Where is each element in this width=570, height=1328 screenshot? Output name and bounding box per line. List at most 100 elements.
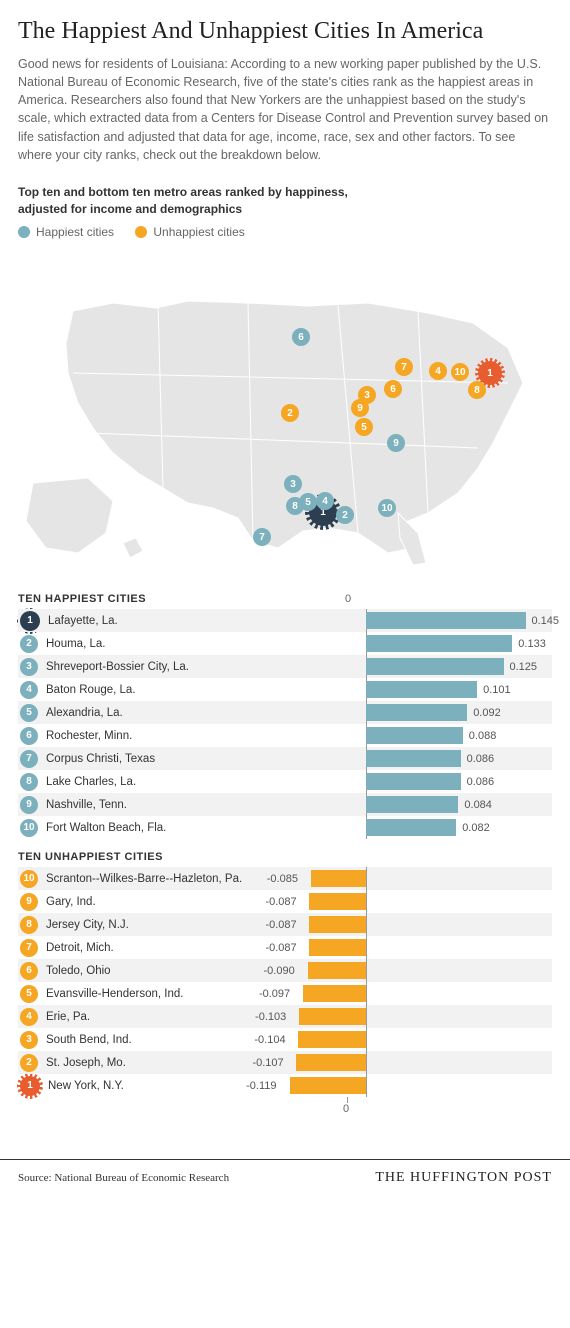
city-label: Jersey City, N.J. bbox=[46, 919, 246, 931]
city-label: Detroit, Mich. bbox=[46, 942, 246, 954]
bar-value: 0.088 bbox=[469, 730, 497, 742]
unhappy-marker-8: 8 bbox=[468, 381, 486, 399]
unhappy-row: 10Scranton--Wilkes-Barre--Hazleton, Pa.-… bbox=[18, 867, 552, 890]
bar-area: -0.087 bbox=[252, 936, 552, 959]
footer: Source: National Bureau of Economic Rese… bbox=[0, 1159, 570, 1200]
bar-value: -0.103 bbox=[255, 1011, 286, 1023]
bar-value: -0.087 bbox=[265, 942, 296, 954]
unhappy-row: 8 Jersey City, N.J. -0.087 bbox=[18, 913, 552, 936]
rank-badge: 4 bbox=[20, 681, 38, 699]
unhappy-marker-6: 6 bbox=[384, 380, 402, 398]
source-text: Source: National Bureau of Economic Rese… bbox=[18, 1172, 229, 1184]
unhappy-row: 5 Evansville-Henderson, Ind. -0.097 bbox=[18, 982, 552, 1005]
rank-badge: 3 bbox=[20, 658, 38, 676]
city-label: Lake Charles, La. bbox=[46, 776, 206, 788]
unhappy-row: 9 Gary, Ind. -0.087 bbox=[18, 890, 552, 913]
bar-area: 0.088 bbox=[212, 724, 552, 747]
axis-zero-bottom: 0 bbox=[343, 1103, 349, 1115]
bar-value: -0.085 bbox=[267, 873, 298, 885]
city-label: Alexandria, La. bbox=[46, 707, 206, 719]
bar-value: -0.104 bbox=[254, 1034, 285, 1046]
unhappy-marker-9: 9 bbox=[351, 399, 369, 417]
city-label: Erie, Pa. bbox=[46, 1011, 246, 1023]
bar-value: 0.145 bbox=[532, 615, 560, 627]
unhappy-row: 2 St. Joseph, Mo. -0.107 bbox=[18, 1051, 552, 1074]
city-label: Nashville, Tenn. bbox=[46, 799, 206, 811]
rank-badge: 2 bbox=[20, 1054, 38, 1072]
city-label: New York, N.Y. bbox=[48, 1080, 248, 1092]
page-title: The Happiest And Unhappiest Cities In Am… bbox=[18, 18, 552, 45]
happy-marker-6: 6 bbox=[292, 328, 310, 346]
bar-area: -0.085 bbox=[252, 867, 552, 890]
happy-row: 7 Corpus Christi, Texas 0.086 bbox=[18, 747, 552, 770]
bar-value: 0.086 bbox=[467, 776, 495, 788]
city-label: Lafayette, La. bbox=[48, 615, 208, 627]
happy-marker-3: 3 bbox=[284, 475, 302, 493]
bar-area: 0.125 bbox=[212, 655, 552, 678]
unhappy-marker-4: 4 bbox=[429, 362, 447, 380]
bar-area: 0.092 bbox=[212, 701, 552, 724]
bar-value: -0.090 bbox=[264, 965, 295, 977]
rank-badge: 5 bbox=[20, 985, 38, 1003]
happy-marker-9: 9 bbox=[387, 434, 405, 452]
legend-unhappy-label: Unhappiest cities bbox=[153, 225, 244, 239]
bar-value: -0.097 bbox=[259, 988, 290, 1000]
happy-row: 8 Lake Charles, La. 0.086 bbox=[18, 770, 552, 793]
rank-badge: 7 bbox=[20, 750, 38, 768]
happy-row: 5 Alexandria, La. 0.092 bbox=[18, 701, 552, 724]
unhappy-row: 1New York, N.Y.-0.119 bbox=[18, 1074, 552, 1097]
bar-value: -0.087 bbox=[265, 896, 296, 908]
city-label: Fort Walton Beach, Fla. bbox=[46, 822, 206, 834]
city-label: Shreveport-Bossier City, La. bbox=[46, 661, 206, 673]
bar-value: 0.086 bbox=[467, 753, 495, 765]
intro-text: Good news for residents of Louisiana: Ac… bbox=[18, 55, 552, 164]
legend: Happiest cities Unhappiest cities bbox=[18, 225, 552, 241]
bar-chart: TEN HAPPIEST CITIES 0 1Lafayette, La.0.1… bbox=[18, 593, 552, 1119]
unhappy-section-title: TEN UNHAPPIEST CITIES bbox=[18, 851, 552, 863]
bar-value: 0.101 bbox=[483, 684, 511, 696]
city-label: St. Joseph, Mo. bbox=[46, 1057, 246, 1069]
bar-value: -0.107 bbox=[252, 1057, 283, 1069]
rank-badge: 8 bbox=[20, 773, 38, 791]
rank-badge: 1 bbox=[20, 611, 40, 631]
bar-area: -0.103 bbox=[252, 1005, 552, 1028]
happy-marker-10: 10 bbox=[378, 499, 396, 517]
bar-value: 0.092 bbox=[473, 707, 501, 719]
rank-badge: 4 bbox=[20, 1008, 38, 1026]
bar-area: 0.133 bbox=[212, 632, 552, 655]
happy-row: 9 Nashville, Tenn. 0.084 bbox=[18, 793, 552, 816]
city-label: Gary, Ind. bbox=[46, 896, 246, 908]
legend-happy: Happiest cities bbox=[18, 225, 114, 239]
rank-badge: 10 bbox=[20, 819, 38, 837]
unhappy-marker-2: 2 bbox=[281, 404, 299, 422]
bar-area: 0.086 bbox=[212, 747, 552, 770]
bar-area: 0.145 bbox=[214, 609, 552, 632]
rank-badge: 8 bbox=[20, 916, 38, 934]
bar-area: -0.087 bbox=[252, 890, 552, 913]
legend-happy-dot bbox=[18, 226, 30, 238]
happy-row: 2Houma, La.0.133 bbox=[18, 632, 552, 655]
happy-marker-8: 8 bbox=[286, 497, 304, 515]
city-label: Corpus Christi, Texas bbox=[46, 753, 206, 765]
rank-badge: 3 bbox=[20, 1031, 38, 1049]
bar-area: -0.119 bbox=[254, 1074, 552, 1097]
bar-area: -0.104 bbox=[252, 1028, 552, 1051]
bar-value: 0.084 bbox=[464, 799, 492, 811]
unhappy-row: 6Toledo, Ohio-0.090 bbox=[18, 959, 552, 982]
bar-area: 0.082 bbox=[212, 816, 552, 839]
city-label: Evansville-Henderson, Ind. bbox=[46, 988, 246, 1000]
rank-badge: 6 bbox=[20, 962, 38, 980]
bar-area: -0.107 bbox=[252, 1051, 552, 1074]
happy-row: 10 Fort Walton Beach, Fla. 0.082 bbox=[18, 816, 552, 839]
brand-text: THE HUFFINGTON POST bbox=[375, 1170, 552, 1186]
rank-badge: 9 bbox=[20, 796, 38, 814]
rank-badge: 5 bbox=[20, 704, 38, 722]
unhappy-marker-5: 5 bbox=[355, 418, 373, 436]
bar-value: 0.133 bbox=[518, 638, 546, 650]
happy-marker-7: 7 bbox=[253, 528, 271, 546]
bar-value: -0.087 bbox=[265, 919, 296, 931]
bar-area: -0.090 bbox=[252, 959, 552, 982]
happy-row: 1 Lafayette, La. 0.145 bbox=[18, 609, 552, 632]
chart-subtitle: Top ten and bottom ten metro areas ranke… bbox=[18, 184, 552, 218]
rank-badge: 9 bbox=[20, 893, 38, 911]
